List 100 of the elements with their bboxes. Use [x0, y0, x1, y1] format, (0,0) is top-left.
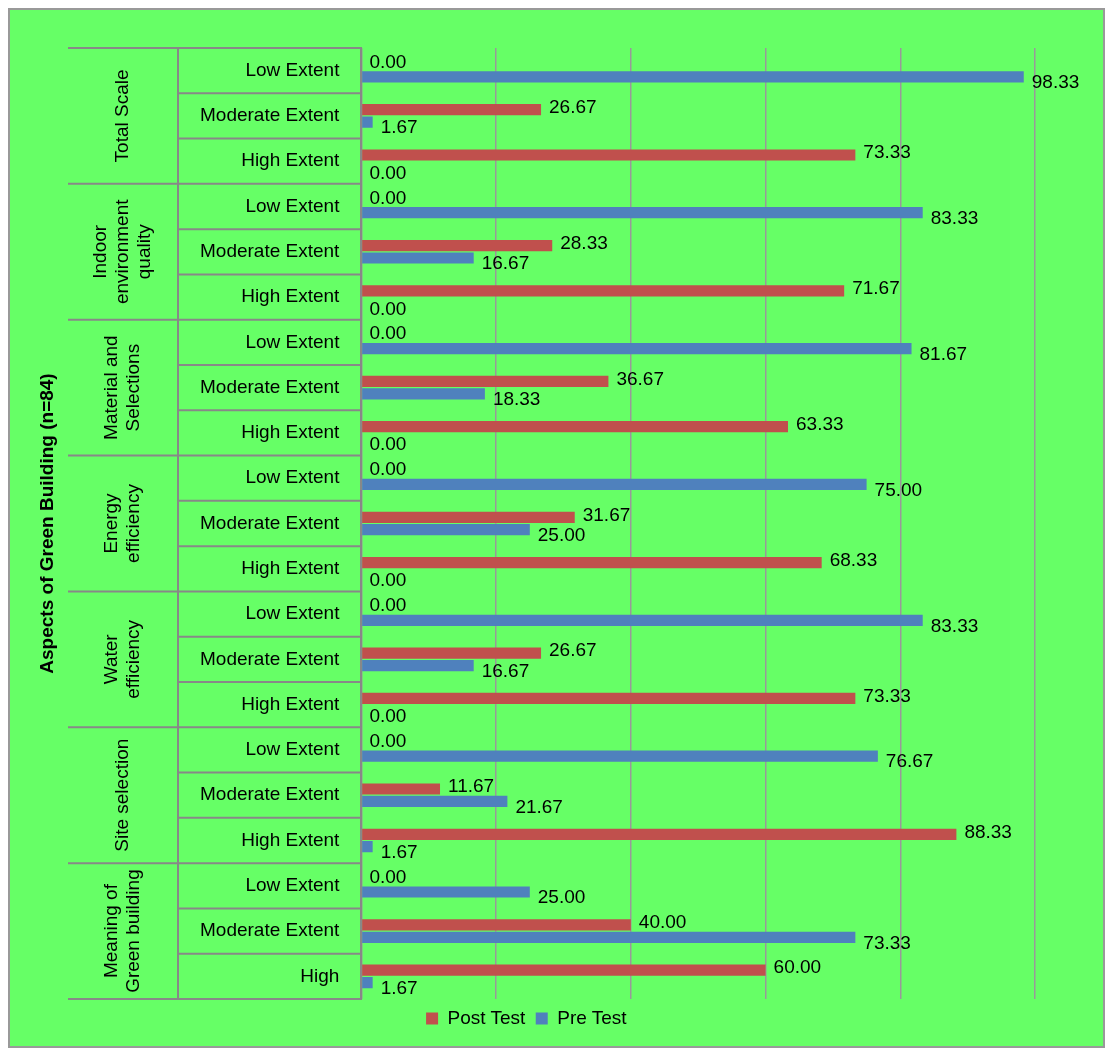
data-label: 71.67 [852, 277, 900, 299]
data-label: 0.00 [369, 297, 407, 319]
data-label: 1.67 [380, 976, 418, 998]
data-label: 28.33 [560, 231, 608, 253]
bar [362, 692, 856, 705]
y-tick-label: Moderate Extent [199, 240, 341, 262]
data-label: 73.33 [863, 684, 911, 706]
data-label: 36.67 [616, 367, 664, 389]
data-label: 76.67 [885, 750, 934, 772]
data-label: 0.00 [369, 569, 407, 591]
text: Material and Selections [100, 335, 144, 440]
y-tick-label: High Extent [241, 285, 341, 307]
bar [362, 886, 530, 898]
y-tick-label: Moderate Extent [199, 783, 341, 805]
bar [362, 556, 822, 569]
bar [362, 841, 373, 853]
data-label: 0.00 [369, 729, 407, 751]
legend-label: Pre Test [557, 1006, 628, 1028]
y-tick-label: Low Extent [245, 466, 341, 488]
bar [362, 795, 508, 808]
text: Aspects of Green Building (n=84) [36, 373, 58, 674]
y-tick-label: Low Extent [245, 194, 341, 216]
text: Total Scale [111, 69, 133, 163]
data-label: 0.00 [369, 50, 407, 72]
bar [362, 116, 373, 128]
bar [362, 375, 609, 388]
data-label: 73.33 [863, 931, 911, 953]
text: Site selection [111, 738, 133, 852]
data-label: 83.33 [930, 206, 979, 228]
bar [362, 964, 766, 976]
data-label: 11.67 [448, 775, 495, 797]
data-label: 75.00 [874, 478, 923, 500]
bar [362, 285, 845, 297]
data-label: 0.00 [369, 186, 407, 208]
bar [362, 342, 912, 355]
data-label: 0.00 [369, 161, 407, 183]
data-label: 21.67 [515, 795, 563, 817]
bar [362, 931, 856, 943]
bar [362, 750, 878, 762]
y-tick-label: Moderate Extent [199, 511, 341, 533]
bar [362, 104, 542, 116]
bar [362, 976, 373, 989]
data-label: 0.00 [369, 433, 407, 455]
bar [362, 478, 867, 491]
data-label: 0.00 [369, 322, 407, 344]
bar [362, 647, 542, 659]
data-label: 98.33 [1031, 71, 1080, 93]
text: Energy efficiency [100, 483, 144, 563]
data-label: 83.33 [930, 614, 979, 636]
y-tick-label: High Extent [241, 692, 341, 714]
bar [362, 388, 485, 400]
y-tick-label: High Extent [241, 149, 341, 171]
data-label: 16.67 [481, 252, 530, 274]
data-label: 25.00 [537, 523, 586, 545]
bar [362, 614, 923, 626]
data-label: 1.67 [380, 116, 418, 138]
y-tick-label: High [300, 964, 340, 986]
data-label: 40.00 [638, 911, 687, 933]
bar [362, 252, 474, 264]
y-tick-label: Low Extent [245, 738, 341, 760]
y-tick-label: Moderate Extent [199, 919, 341, 941]
bar [362, 524, 530, 536]
text: Water efficiency [100, 619, 144, 699]
y-tick-label: High Extent [241, 421, 341, 443]
data-label: 68.33 [829, 548, 878, 570]
bar [362, 511, 575, 523]
bar [362, 783, 441, 795]
data-label: 73.33 [863, 141, 911, 163]
bar [362, 919, 631, 931]
data-label: 81.67 [919, 342, 968, 364]
y-tick-label: Moderate Extent [199, 647, 341, 669]
data-label: 0.00 [369, 594, 407, 616]
bar [362, 149, 856, 161]
legend-label: Post Test [447, 1006, 527, 1028]
data-label: 25.00 [537, 886, 586, 908]
y-tick-label: Low Extent [245, 602, 341, 624]
y-tick-label: Moderate Extent [199, 375, 341, 397]
y-tick-label: High Extent [241, 828, 341, 850]
y-tick-label: High Extent [241, 557, 341, 579]
data-label: 16.67 [481, 659, 530, 681]
bar [362, 659, 474, 672]
data-label: 1.67 [380, 840, 418, 862]
bar [362, 239, 553, 252]
y-tick-label: Low Extent [245, 58, 341, 80]
bar [362, 207, 923, 219]
y-tick-label: Low Extent [245, 874, 341, 896]
data-label: 63.33 [795, 412, 844, 434]
bar [362, 71, 1024, 83]
text: Indoor environment quality [89, 198, 155, 305]
data-label: 88.33 [964, 820, 1012, 842]
data-label: 26.67 [549, 95, 597, 117]
data-label: 31.67 [582, 503, 631, 525]
data-label: 0.00 [369, 865, 407, 887]
bar [362, 421, 788, 433]
bar [362, 828, 957, 840]
data-label: 60.00 [773, 956, 822, 978]
y-tick-label: Moderate Extent [199, 104, 341, 126]
y-tick-label: Low Extent [245, 330, 341, 352]
data-label: 18.33 [492, 388, 541, 410]
data-label: 0.00 [369, 705, 407, 727]
